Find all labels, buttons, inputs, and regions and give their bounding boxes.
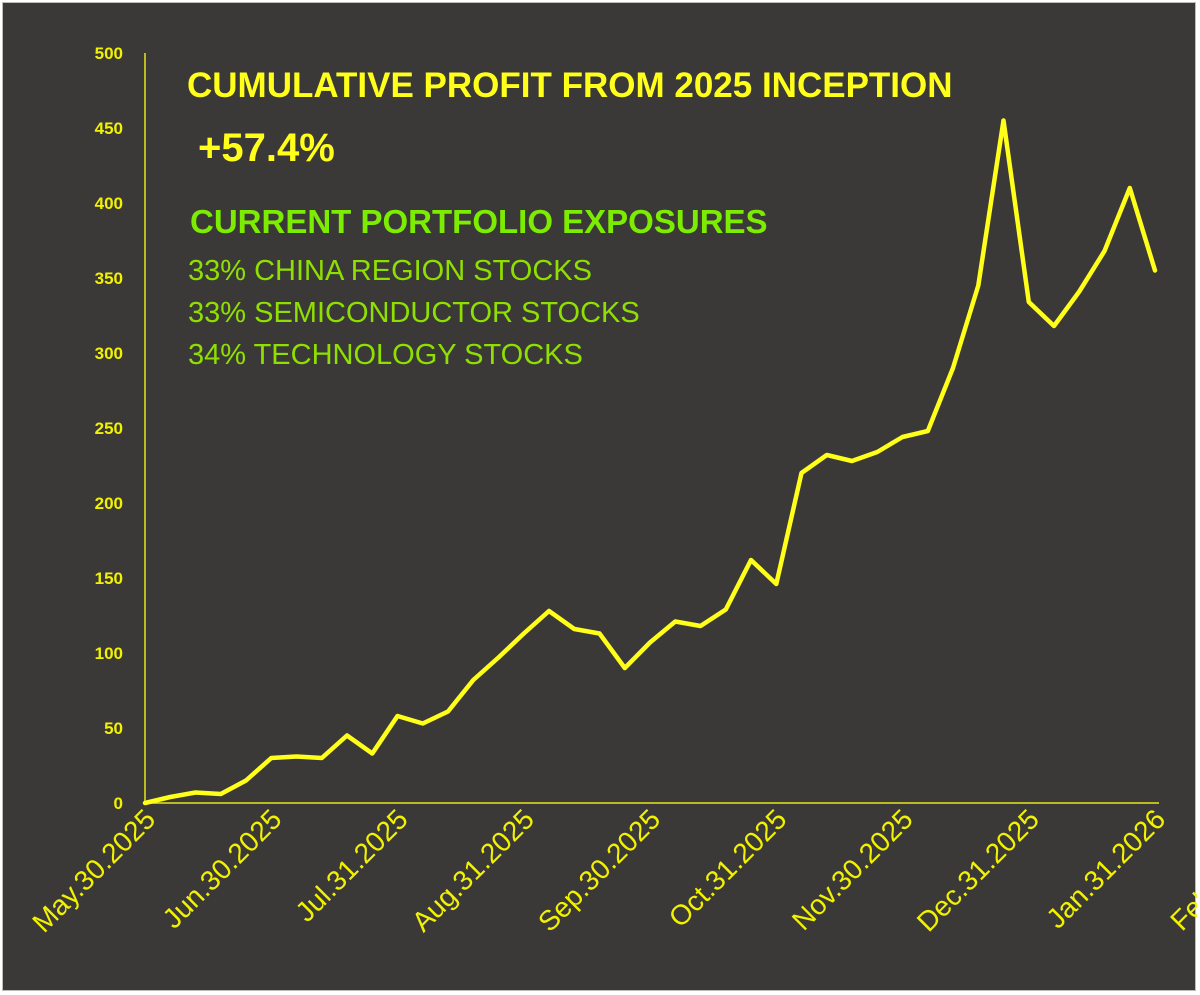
y-tick-label: 250 (95, 419, 123, 438)
y-tick-label: 150 (95, 569, 123, 588)
x-tick-label: May.30.2025 (26, 803, 161, 938)
x-tick-label: Jul.31.2025 (289, 803, 413, 927)
x-tick-label: Oct.31.2025 (663, 803, 793, 933)
x-tick-label: Aug.31.2025 (406, 803, 540, 937)
y-tick-label: 100 (95, 644, 123, 663)
x-tick-label: Sep.30.2025 (532, 803, 666, 937)
x-tick-label: Jan.31.2026 (1040, 803, 1171, 934)
y-axis: 0 50 100 150 200 250 300 350 400 450 500 (95, 44, 146, 813)
x-tick-label: Dec.31.2025 (911, 803, 1045, 937)
chart-title: CUMULATIVE PROFIT FROM 2025 INCEPTION (187, 66, 953, 105)
headline-value: +57.4% (198, 126, 335, 170)
y-tick-label: 450 (95, 119, 123, 138)
y-tick-label: 50 (104, 719, 123, 738)
exposure-line: 34% TECHNOLOGY STOCKS (188, 339, 583, 371)
line-chart: 0 50 100 150 200 250 300 350 400 450 500 May.30.20… (26, 44, 1197, 938)
y-tick-label: 200 (95, 494, 123, 513)
y-tick-label: 300 (95, 344, 123, 363)
y-tick-label: 0 (114, 794, 123, 813)
exposures-heading: CURRENT PORTFOLIO EXPOSURES (190, 203, 768, 240)
series-group (142, 118, 1158, 806)
y-tick-label: 400 (95, 194, 123, 213)
x-tick-label: Nov.30.2025 (786, 803, 919, 936)
exposure-line: 33% SEMICONDUCTOR STOCKS (188, 297, 640, 329)
x-tick-label: Jun.30.2025 (157, 803, 288, 934)
series-line (142, 118, 1158, 806)
y-tick-label: 500 (95, 44, 123, 63)
y-tick-label: 350 (95, 269, 123, 288)
exposure-line: 33% CHINA REGION STOCKS (188, 255, 592, 287)
